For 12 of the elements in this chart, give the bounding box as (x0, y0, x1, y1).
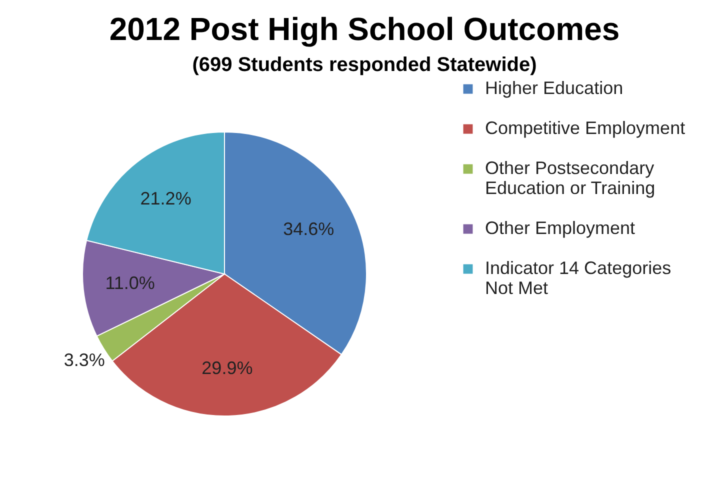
data-label: 34.6% (283, 218, 334, 239)
chart-title: 2012 Post High School Outcomes (109, 11, 620, 47)
data-label: 29.9% (202, 358, 253, 378)
data-label: 11.0% (105, 273, 155, 294)
chart-subtitle: (699 Students responded Statewide) (192, 54, 537, 76)
legend-label: Competitive Employment (485, 118, 686, 138)
legend-label: Other Employment (485, 218, 636, 238)
data-label: 3.3% (64, 350, 105, 370)
legend-label: Indicator 14 Categories Not Met (485, 258, 672, 298)
legend-label: Other Postsecondary Education or Training (485, 158, 656, 198)
data-label: 21.2% (140, 188, 192, 208)
legend-label: Higher Education (485, 78, 624, 98)
